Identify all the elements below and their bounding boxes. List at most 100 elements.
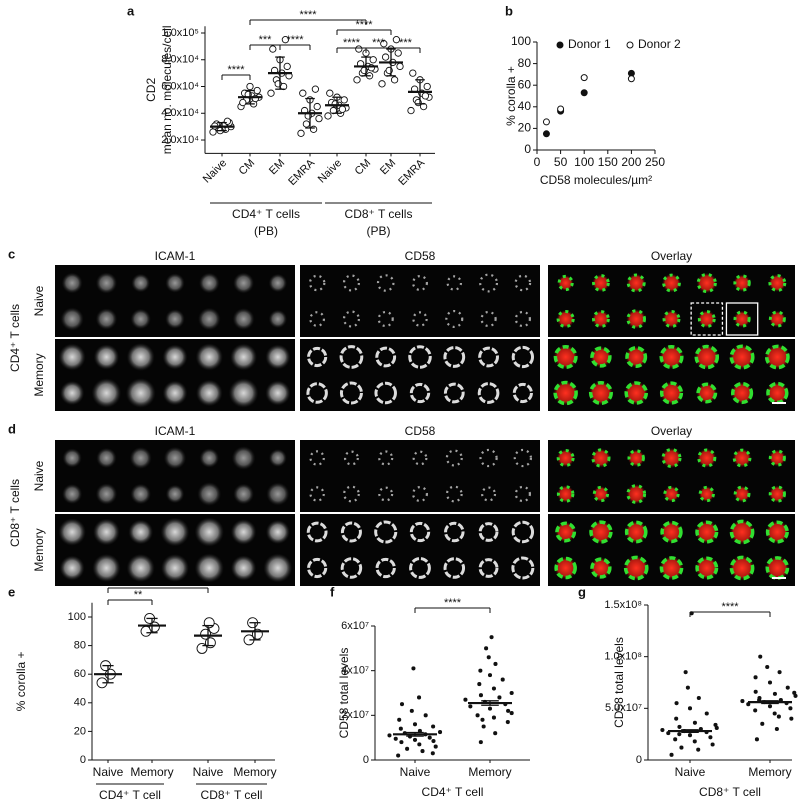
cell-icam [61,272,83,294]
data-point [677,724,682,729]
significance-label: **** [444,597,462,609]
data-point [557,105,565,113]
cell-overlay-green [557,274,574,292]
cell-cd58 [307,346,328,368]
y-tick-label: 0 [363,754,369,766]
y-tick-label: 40 [74,697,86,709]
data-point [692,739,697,744]
data-point [369,56,377,64]
channel-label: Overlay [651,249,692,263]
data-point [753,708,758,713]
cell-overlay-green [768,485,786,503]
x-tick-label: Memory [468,765,511,779]
cell-cd58 [445,449,463,467]
cell-cd58 [511,556,535,580]
cell-icam [163,446,187,470]
cell-cd58 [374,520,398,544]
cell-overlay-green [661,448,682,468]
cell-icam [195,343,223,371]
data-point [754,737,759,742]
data-point [326,89,334,97]
x-tick-label: CM [353,157,374,178]
cell-overlay-green [625,346,648,368]
cell-overlay-red [623,555,649,581]
cell-overlay-green [662,310,681,328]
cell-overlay-green [696,382,718,404]
cell-icam [199,448,220,468]
cell-overlay-green [695,520,719,544]
data-point [627,75,635,83]
panel-label: c [8,246,15,261]
y-tick-label: 1.5x10⁸ [604,599,642,611]
x-axis-label: CD58 molecules/µm² [540,173,652,187]
cell-cd58 [443,346,466,368]
cell-overlay-green [590,557,612,579]
channel-label: ICAM-1 [155,249,196,263]
data-point [493,661,498,667]
data-point [253,86,261,95]
data-point [478,693,483,698]
data-point [767,704,773,709]
data-point [421,92,430,100]
data-point [423,82,431,91]
cell-icam [95,308,118,330]
cell-overlay-green [553,380,578,406]
data-point [710,742,715,747]
data-point [393,736,398,741]
cell-cd58 [444,521,465,543]
row-label: Naive [32,285,46,316]
cell-cd58 [478,558,499,578]
y-tick-label: 2.0x10⁴ [161,134,199,146]
data-point [430,751,435,756]
data-point [788,706,793,711]
panel-label: e [8,584,15,599]
cell-icam [126,342,155,372]
data-point [708,735,713,740]
data-point [696,747,701,752]
data-point [792,690,797,695]
cell-icam [228,378,259,408]
cell-overlay-red [729,555,755,581]
cell-icam [233,483,254,505]
y-tick-label: 100 [68,611,86,623]
cell-cd58 [479,273,499,293]
cell-icam [95,483,118,505]
data-point [509,690,514,696]
y-tick-label: 8.0x10⁴ [161,54,199,66]
cell-cd58 [511,345,535,369]
data-point [399,702,405,707]
cell-icam [266,482,290,506]
data-point [353,76,361,84]
data-point [281,36,290,44]
significance-label: *** [399,37,413,49]
cell-cd58 [512,382,533,404]
cell-cd58 [340,521,362,543]
cell-overlay-green [768,310,786,328]
cell-icam [265,380,291,406]
cell-overlay-red [729,519,755,545]
significance-label: **** [721,601,739,613]
cell-icam [232,308,255,330]
cell-cd58 [309,486,325,502]
y-tick-label: 0 [524,142,531,156]
cell-overlay-green [624,520,648,544]
y-tick-label: 20 [518,121,532,135]
cell-type-label: CD4⁺ T cells [8,304,22,372]
cell-icam [198,272,220,294]
y-axis-label: % corolla + [504,66,518,126]
panel-label: d [8,421,16,436]
cell-cd58 [412,486,428,502]
cell-icam [95,272,118,294]
data-point [340,96,348,104]
data-point [423,713,428,718]
data-point [431,724,436,729]
data-point [412,722,418,727]
cell-cd58 [409,557,431,579]
data-point [493,731,498,736]
y-tick-label: 6.0x10⁴ [161,80,199,92]
data-point [486,655,491,660]
cell-cd58 [513,448,533,468]
data-point [313,102,321,111]
cell-overlay-red [729,344,755,370]
